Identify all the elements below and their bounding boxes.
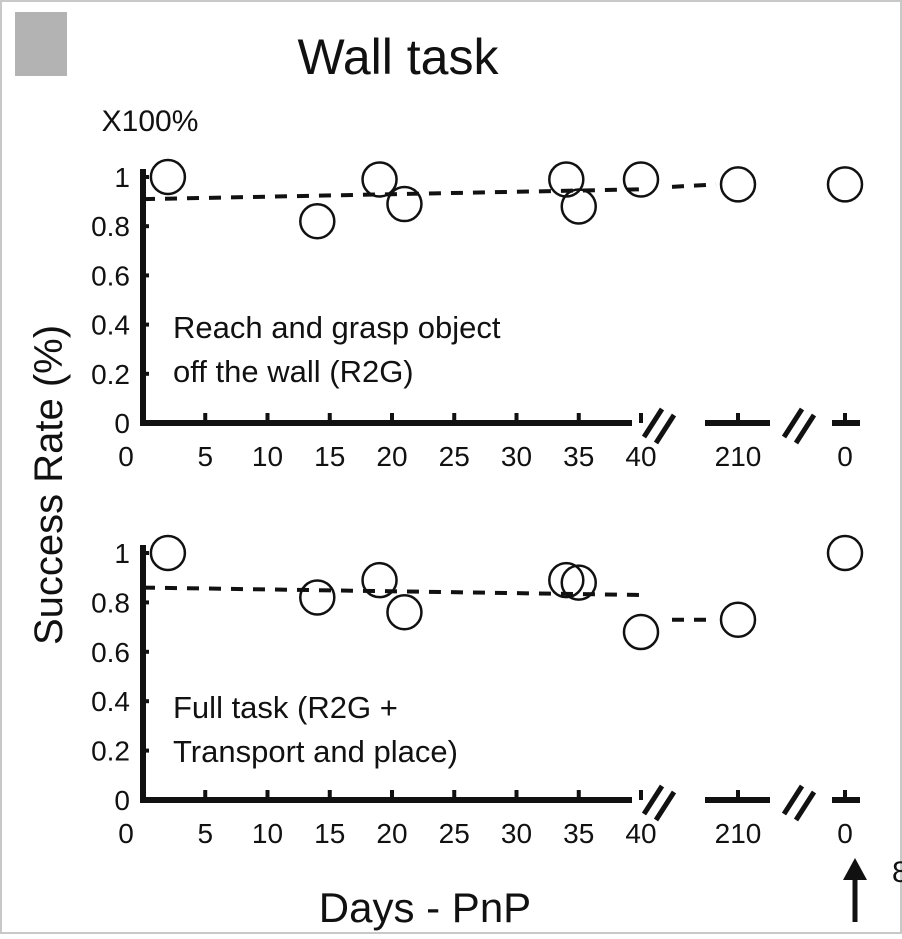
panel-annotation-line: Reach and grasp object	[173, 310, 501, 345]
x-tick-label: 20	[376, 818, 407, 849]
x-axis-label: Days - PnP	[319, 884, 531, 931]
trendline-extension	[671, 182, 717, 189]
corner-marker	[15, 12, 67, 76]
y-tick-label: 0.6	[91, 637, 130, 668]
data-point	[548, 561, 585, 599]
data-point	[826, 534, 864, 572]
axis-break-mark	[641, 784, 677, 822]
data-point	[560, 564, 597, 601]
data-point	[299, 579, 336, 616]
data-point	[622, 161, 660, 198]
x-tick-label: 40	[625, 818, 656, 849]
x-tick-label: 15	[314, 441, 345, 472]
data-point	[386, 185, 423, 223]
x-tick-label: 10	[252, 441, 283, 472]
x-tick-label: 0	[837, 818, 853, 849]
data-point	[826, 166, 864, 203]
data-point	[361, 561, 398, 599]
x-tick-label: 0	[118, 441, 134, 472]
data-point	[386, 594, 423, 631]
axis-break-mark	[781, 784, 817, 822]
arrow-note: 8 m	[892, 856, 902, 889]
y-multiplier-label: X100%	[102, 105, 199, 138]
y-tick-label: 0.4	[91, 686, 130, 717]
x-tick-label: 0	[118, 818, 134, 849]
panel-annotation-line: Transport and place)	[173, 734, 458, 769]
x-tick-label: 0	[837, 441, 853, 472]
data-point	[560, 188, 597, 225]
y-tick-label: 0	[114, 408, 130, 439]
y-axis-label: Success Rate (%)	[27, 325, 71, 645]
x-tick-label: 40	[625, 441, 656, 472]
figure-title: Wall task	[298, 29, 500, 85]
data-point	[719, 601, 757, 638]
panel-annotation-line: off the wall (R2G)	[173, 354, 414, 389]
x-tick-label: 5	[197, 441, 213, 472]
x-tick-label: 210	[715, 818, 762, 849]
x-tick-label: 15	[314, 818, 345, 849]
x-tick-label: 25	[439, 441, 470, 472]
y-tick-label: 1	[114, 538, 130, 569]
arrow-up-icon	[843, 858, 867, 922]
data-point	[149, 534, 187, 572]
x-tick-label: 30	[501, 818, 532, 849]
x-tick-label: 25	[439, 818, 470, 849]
data-point	[622, 613, 660, 651]
x-tick-label: 30	[501, 441, 532, 472]
x-tick-label: 5	[197, 818, 213, 849]
data-point	[299, 203, 336, 240]
x-tick-label: 10	[252, 818, 283, 849]
axis-break-mark	[781, 407, 817, 445]
axis-break-mark	[641, 407, 677, 445]
data-point	[149, 158, 187, 196]
y-tick-label: 0.2	[91, 359, 130, 390]
y-tick-label: 0.8	[91, 211, 130, 242]
panel-r2g: 00.20.40.60.810 5 10 15 20 25 30 35 40 210 0Reach …	[91, 158, 864, 472]
panel-annotation-line: Full task (R2G +	[173, 690, 398, 725]
y-tick-label: 0	[114, 785, 130, 816]
y-tick-label: 0.4	[91, 310, 130, 341]
x-tick-label: 20	[376, 441, 407, 472]
x-tick-label: 35	[563, 441, 594, 472]
x-tick-label: 210	[715, 441, 762, 472]
data-point	[361, 161, 398, 198]
data-point	[719, 166, 757, 203]
y-tick-label: 0.2	[91, 736, 130, 767]
y-tick-label: 0.8	[91, 587, 130, 618]
x-tick-label: 35	[563, 818, 594, 849]
y-tick-label: 0.6	[91, 260, 130, 291]
y-tick-label: 1	[114, 162, 130, 193]
